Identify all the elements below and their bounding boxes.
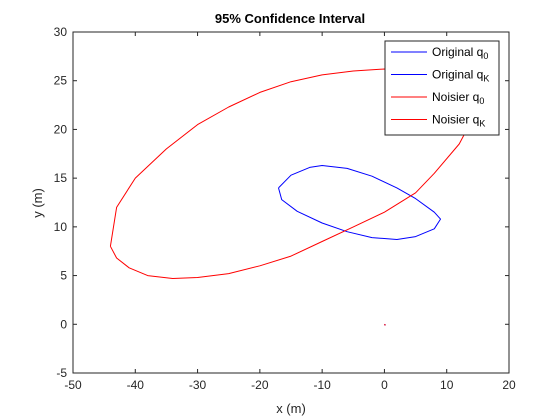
x-tick-label: 20 (502, 378, 516, 392)
legend-label-subscript: K (483, 74, 489, 84)
chart-title: 95% Confidence Interval (215, 11, 365, 26)
x-tick-label: -30 (189, 378, 207, 392)
legend-label: Original qK (432, 68, 489, 84)
series-line (278, 165, 441, 240)
y-tick-label: 10 (54, 220, 68, 234)
legend-label-subscript: 0 (483, 51, 488, 61)
legend-label-base: Noisier q (432, 113, 479, 127)
x-tick-label: -10 (313, 378, 331, 392)
legend-label-subscript: 0 (479, 96, 484, 106)
x-axis-ticks: -50 -40 -30 -20 -10 0 10 20 (64, 32, 516, 392)
series-point (384, 323, 386, 326)
legend-label: Original q0 (432, 45, 488, 61)
x-tick-label: -40 (127, 378, 145, 392)
y-tick-label: 20 (54, 122, 68, 136)
y-tick-label: 25 (54, 74, 68, 88)
x-tick-label: -50 (64, 378, 82, 392)
x-axis-label: x (m) (276, 401, 306, 416)
y-tick-label: 5 (60, 269, 67, 283)
y-tick-label: 0 (60, 317, 67, 331)
legend-label-base: Original q (432, 68, 483, 82)
y-tick-label: -5 (56, 366, 67, 380)
x-tick-label: 0 (381, 378, 388, 392)
x-tick-label: 10 (440, 378, 454, 392)
legend-label-base: Original q (432, 45, 483, 59)
legend-label-base: Noisier q (432, 90, 479, 104)
legend-label: Noisier q0 (432, 90, 484, 106)
legend-label-subscript: K (479, 119, 485, 129)
y-axis-label: y (m) (30, 188, 45, 218)
x-tick-label: -20 (251, 378, 269, 392)
y-axis-ticks: -5 0 5 10 15 20 25 30 (54, 25, 509, 380)
y-tick-label: 15 (54, 171, 68, 185)
legend-label: Noisier qK (432, 113, 485, 129)
y-tick-label: 30 (54, 25, 68, 39)
